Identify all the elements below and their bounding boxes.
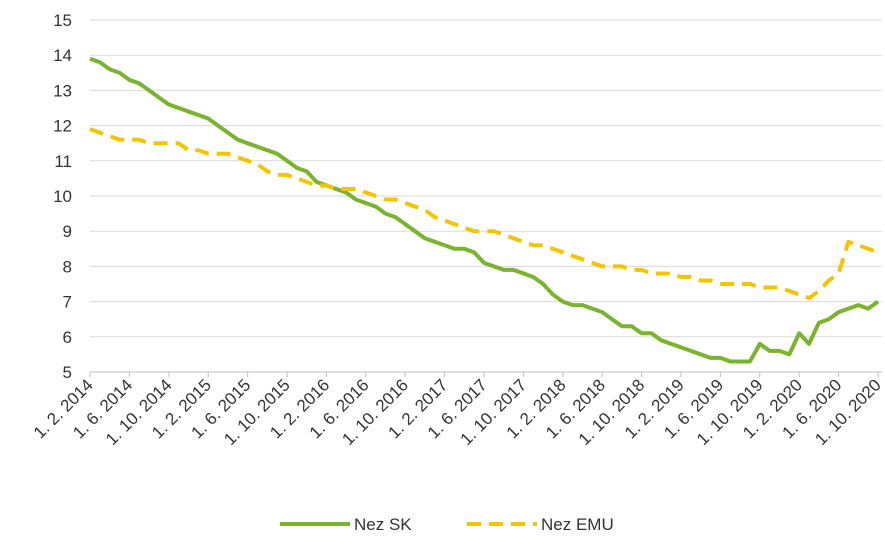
y-tick-label: 5 <box>63 363 72 382</box>
y-tick-label: 13 <box>53 81 72 100</box>
y-tick-label: 15 <box>53 11 72 30</box>
y-tick-label: 12 <box>53 117 72 136</box>
line-series <box>89 127 879 301</box>
y-tick-label: 7 <box>63 293 72 312</box>
line-series <box>89 56 880 364</box>
y-tick-label: 10 <box>53 187 72 206</box>
y-tick-label: 6 <box>63 328 72 347</box>
y-tick-label: 8 <box>63 257 72 276</box>
y-tick-label: 11 <box>54 152 72 171</box>
y-tick-label: 9 <box>63 222 72 241</box>
legend-label: Nez SK <box>354 515 412 534</box>
y-tick-label: 14 <box>53 46 72 65</box>
legend-label: Nez EMU <box>541 515 614 534</box>
